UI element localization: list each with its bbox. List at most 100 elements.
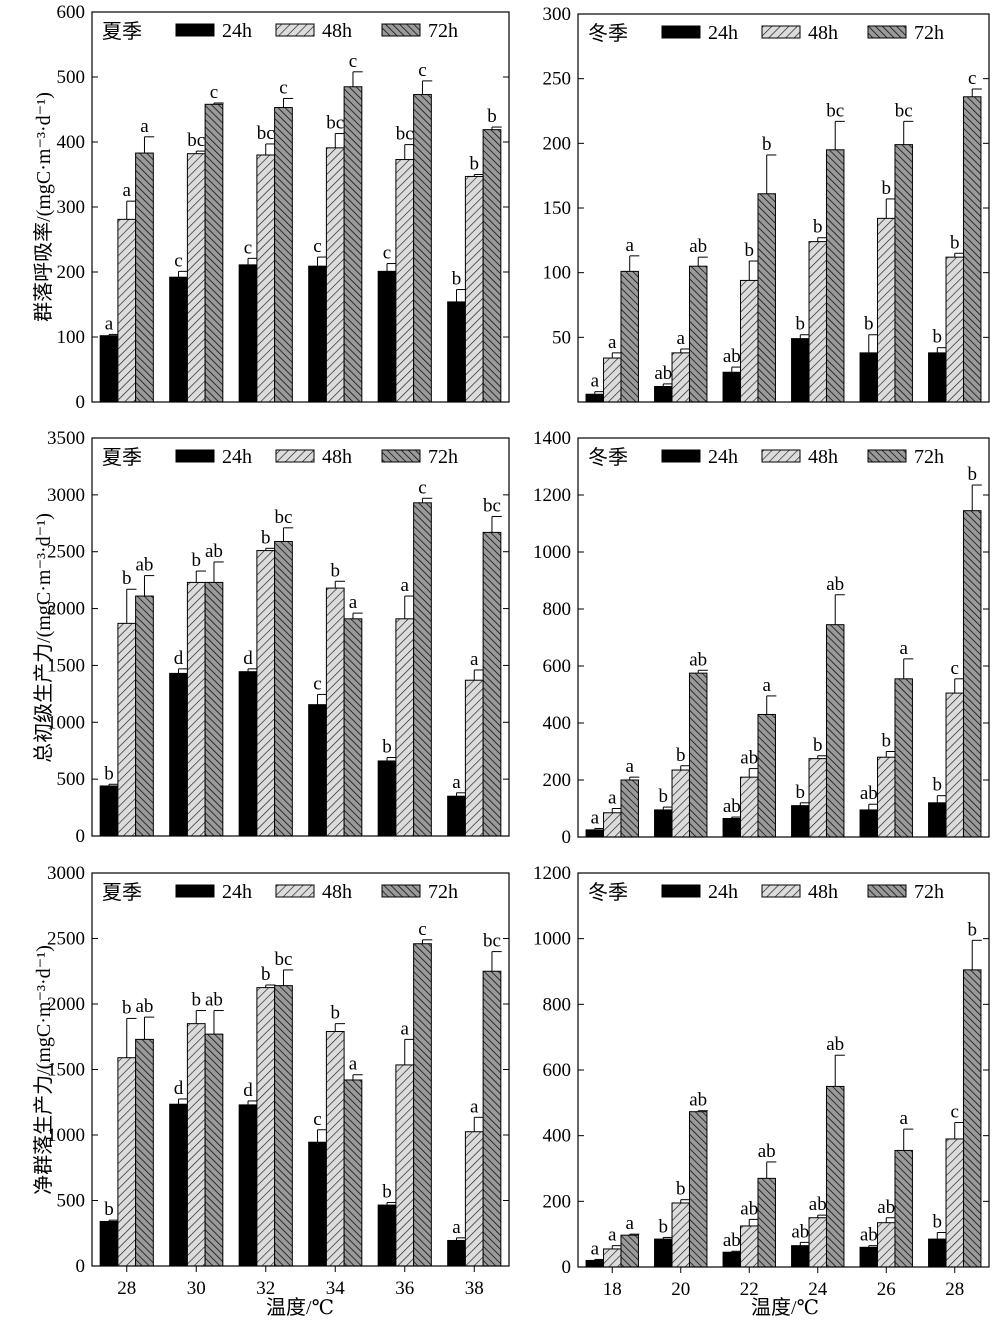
y-tick-label: 150 [543,198,572,219]
significance-label: c [383,243,391,264]
y-tick-label: 1000 [533,929,571,950]
y-tick-label: 400 [543,1126,572,1147]
y-tick-label: 100 [57,327,86,348]
bar-72h [757,193,776,403]
significance-label: b [882,178,892,199]
legend-swatch-48h [761,884,801,898]
significance-label: c [210,82,218,103]
bar-72h [274,985,293,1267]
significance-label: ab [740,1198,758,1219]
bar-48h [603,812,622,838]
significance-label: a [591,371,600,392]
bar-48h [603,357,622,403]
bar-72h [757,713,776,838]
bar-48h [186,1023,206,1267]
y-tick-label: 3000 [47,485,85,506]
bar-48h [808,1217,827,1268]
significance-label: b [813,217,823,238]
legend-swatch-72h [867,884,907,898]
significance-label: c [349,51,357,72]
significance-label: ab [740,748,758,769]
y-tick-label: 800 [543,994,572,1015]
y-tick-label: 0 [562,1257,572,1278]
y-tick-label: 100 [543,263,572,284]
bar-72h [274,540,293,837]
significance-label: ab [723,1230,741,1251]
legend-swatch-72h [381,23,421,37]
bar-24h [722,817,742,838]
significance-label: b [470,154,480,175]
bar-24h [928,352,947,403]
significance-label: a [140,116,149,137]
significance-label: ab [809,1194,827,1215]
y-tick-label: 600 [57,2,86,23]
bar-48h [117,622,137,837]
bar-72h [620,270,639,403]
bar-48h [464,679,484,837]
significance-label: a [625,756,634,777]
significance-label: b [933,1212,943,1233]
bar-72h [482,970,502,1267]
y-tick-label: 400 [57,132,86,153]
bar-48h [464,175,484,403]
bar-72h [894,144,913,403]
bar-72h [620,1234,639,1268]
bar-48h [945,692,964,838]
significance-label: bc [326,113,344,134]
bar-72h [688,265,708,403]
x-tick-label: 20 [671,1279,690,1300]
season-label: 冬季 [588,22,628,45]
significance-label: ab [136,996,154,1017]
legend-label-48h: 48h [808,22,838,44]
bar-48h [395,159,415,403]
season-label: 夏季 [102,20,142,43]
bar-24h [447,795,466,837]
bar-24h [791,1245,810,1268]
legend-swatch-24h [661,884,701,898]
y-tick-label: 1000 [47,712,85,733]
y-tick-label: 0 [76,392,86,413]
legend-swatch-24h [661,449,701,463]
significance-label: a [608,788,617,809]
y-tick-label: 50 [552,327,571,348]
significance-label: c [313,673,321,694]
significance-label: b [192,990,202,1011]
significance-label: d [174,648,184,669]
bar-48h [325,587,345,837]
significance-label: d [243,648,253,669]
y-tick-label: 200 [57,262,86,283]
season-label: 冬季 [588,446,628,469]
significance-label: a [452,772,461,793]
ylabel-respiration: 群落呼吸率/(mgC·m⁻³·d⁻¹) [32,92,55,322]
significance-label: bc [275,507,293,528]
x-tick-label: 18 [603,1279,622,1300]
significance-label: ab [689,649,707,670]
legend-swatch-24h [175,23,215,37]
legend-swatch-72h [867,449,907,463]
bar-72h [825,1085,845,1268]
bar-72h [688,1111,708,1268]
significance-label: b [762,134,772,155]
y-tick-label: 300 [543,4,572,25]
significance-label: a [452,1217,461,1238]
legend-swatch-24h [661,25,701,39]
bar-72h [274,107,293,403]
bar-24h [99,1220,119,1267]
legend-label-24h: 24h [708,881,738,903]
significance-label: d [174,1078,184,1099]
significance-label: b [745,240,755,261]
significance-label: ab [723,346,741,367]
legend-label-48h: 48h [808,881,838,903]
significance-label: c [313,1109,321,1130]
bar-24h [585,1259,605,1268]
bar-72h [413,94,432,403]
bar-24h [377,1204,397,1267]
significance-label: a [591,807,600,828]
y-tick-label: 2500 [47,542,85,563]
significance-label: b [261,527,271,548]
significance-label: bc [257,123,275,144]
y-tick-label: 0 [76,826,86,847]
legend-label-48h: 48h [322,881,352,903]
